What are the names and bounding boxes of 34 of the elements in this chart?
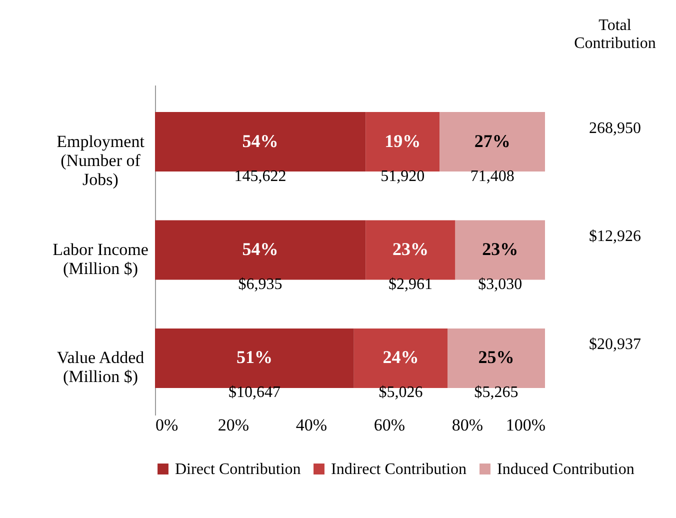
data-label: 54% [242, 130, 278, 151]
annotation: 71,408 [470, 168, 514, 185]
annotation: $3,030 [478, 276, 522, 293]
data-label: 27% [474, 130, 510, 151]
y-tick-label: Labor Income (Million $) [52, 240, 148, 278]
x-tick-label: 60% [374, 416, 406, 434]
x-tick-label: 0% [156, 416, 178, 434]
x-tick-label: 40% [296, 416, 328, 434]
text: $20,937 [589, 336, 641, 354]
legend-label: Induced Contribution [497, 461, 634, 478]
data-label: 19% [384, 130, 421, 151]
data-label: 24% [382, 347, 419, 368]
y-tick-label: Value Added (Million $) [56, 348, 145, 386]
x-tick-label: 20% [218, 416, 250, 434]
annotation: $5,265 [474, 384, 518, 402]
x-tick-label: 100% [506, 416, 546, 434]
annotation: 51,920 [380, 168, 425, 185]
annotation: 145,622 [234, 168, 286, 185]
annotation: $6,935 [238, 276, 282, 293]
text: 268,950 [589, 120, 641, 137]
y-tick-label: Employment (Number of Jobs) [56, 132, 145, 189]
annotation: $5,026 [378, 384, 423, 402]
data-label: 25% [478, 347, 514, 368]
data-label: 54% [242, 239, 278, 259]
legend-label: Direct Contribution [175, 461, 301, 478]
data-label: 23% [392, 239, 428, 259]
data-label: 23% [482, 239, 518, 259]
data-label: 51% [236, 347, 272, 368]
text: $12,926 [589, 228, 641, 245]
annotation: $2,961 [388, 276, 432, 293]
text: Total Contribution [574, 17, 656, 52]
legend-label: Indirect Contribution [331, 461, 467, 478]
x-tick-label: 80% [452, 416, 484, 434]
annotation: $10,647 [228, 384, 280, 402]
